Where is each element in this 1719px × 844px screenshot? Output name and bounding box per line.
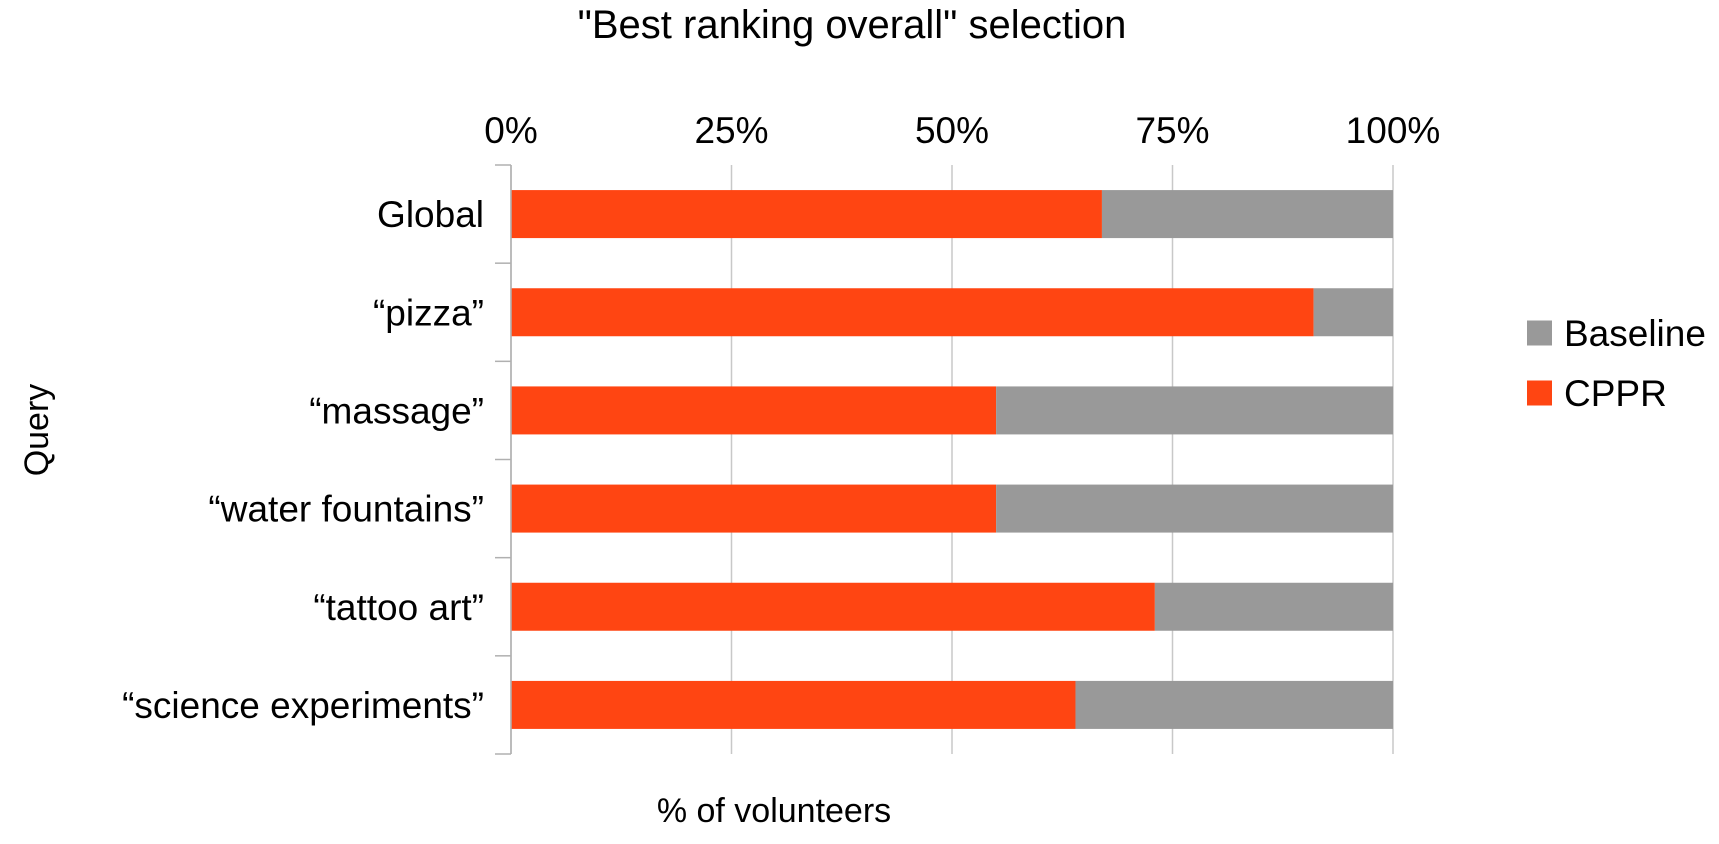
x-tick-label: 100%: [1346, 110, 1441, 151]
bar-baseline: [1313, 288, 1393, 337]
x-tick-label: 75%: [1135, 110, 1209, 151]
bar-baseline: [996, 484, 1393, 533]
chart-title: "Best ranking overall" selection: [578, 3, 1127, 47]
x-axis-label: % of volunteers: [657, 792, 891, 830]
bar-baseline: [1075, 680, 1393, 729]
bar-cppr: [511, 680, 1076, 729]
legend: Baseline CPPR: [1527, 313, 1706, 414]
category-label: “science experiments”: [122, 685, 484, 726]
legend-swatch: [1527, 380, 1552, 406]
bar-baseline: [1101, 190, 1393, 239]
x-tick-label: 50%: [915, 110, 989, 151]
bar-baseline: [1154, 582, 1393, 631]
axes: 0% 25% 50% 75% 100% Global “pizza” “massage” “wa…: [122, 110, 1441, 755]
bar-baseline: [996, 386, 1393, 435]
x-tick-label: 25%: [694, 110, 768, 151]
bar-cppr: [511, 190, 1102, 239]
bar-cppr: [511, 484, 997, 533]
category-label: “water fountains”: [208, 489, 484, 530]
y-axis-label: Query: [18, 384, 56, 477]
category-label: “tattoo art”: [313, 587, 484, 628]
legend-label: Baseline: [1564, 313, 1706, 354]
category-label: “massage”: [309, 390, 484, 431]
legend-swatch: [1527, 320, 1552, 346]
bars: [511, 190, 1393, 729]
bar-cppr: [511, 582, 1155, 631]
category-label: “pizza”: [373, 292, 484, 333]
x-tick-label: 0%: [484, 110, 537, 151]
bar-cppr: [511, 288, 1314, 337]
legend-label: CPPR: [1564, 373, 1667, 414]
grid-lines: [510, 165, 1394, 754]
bar-cppr: [511, 386, 997, 435]
category-label: Global: [377, 194, 484, 235]
